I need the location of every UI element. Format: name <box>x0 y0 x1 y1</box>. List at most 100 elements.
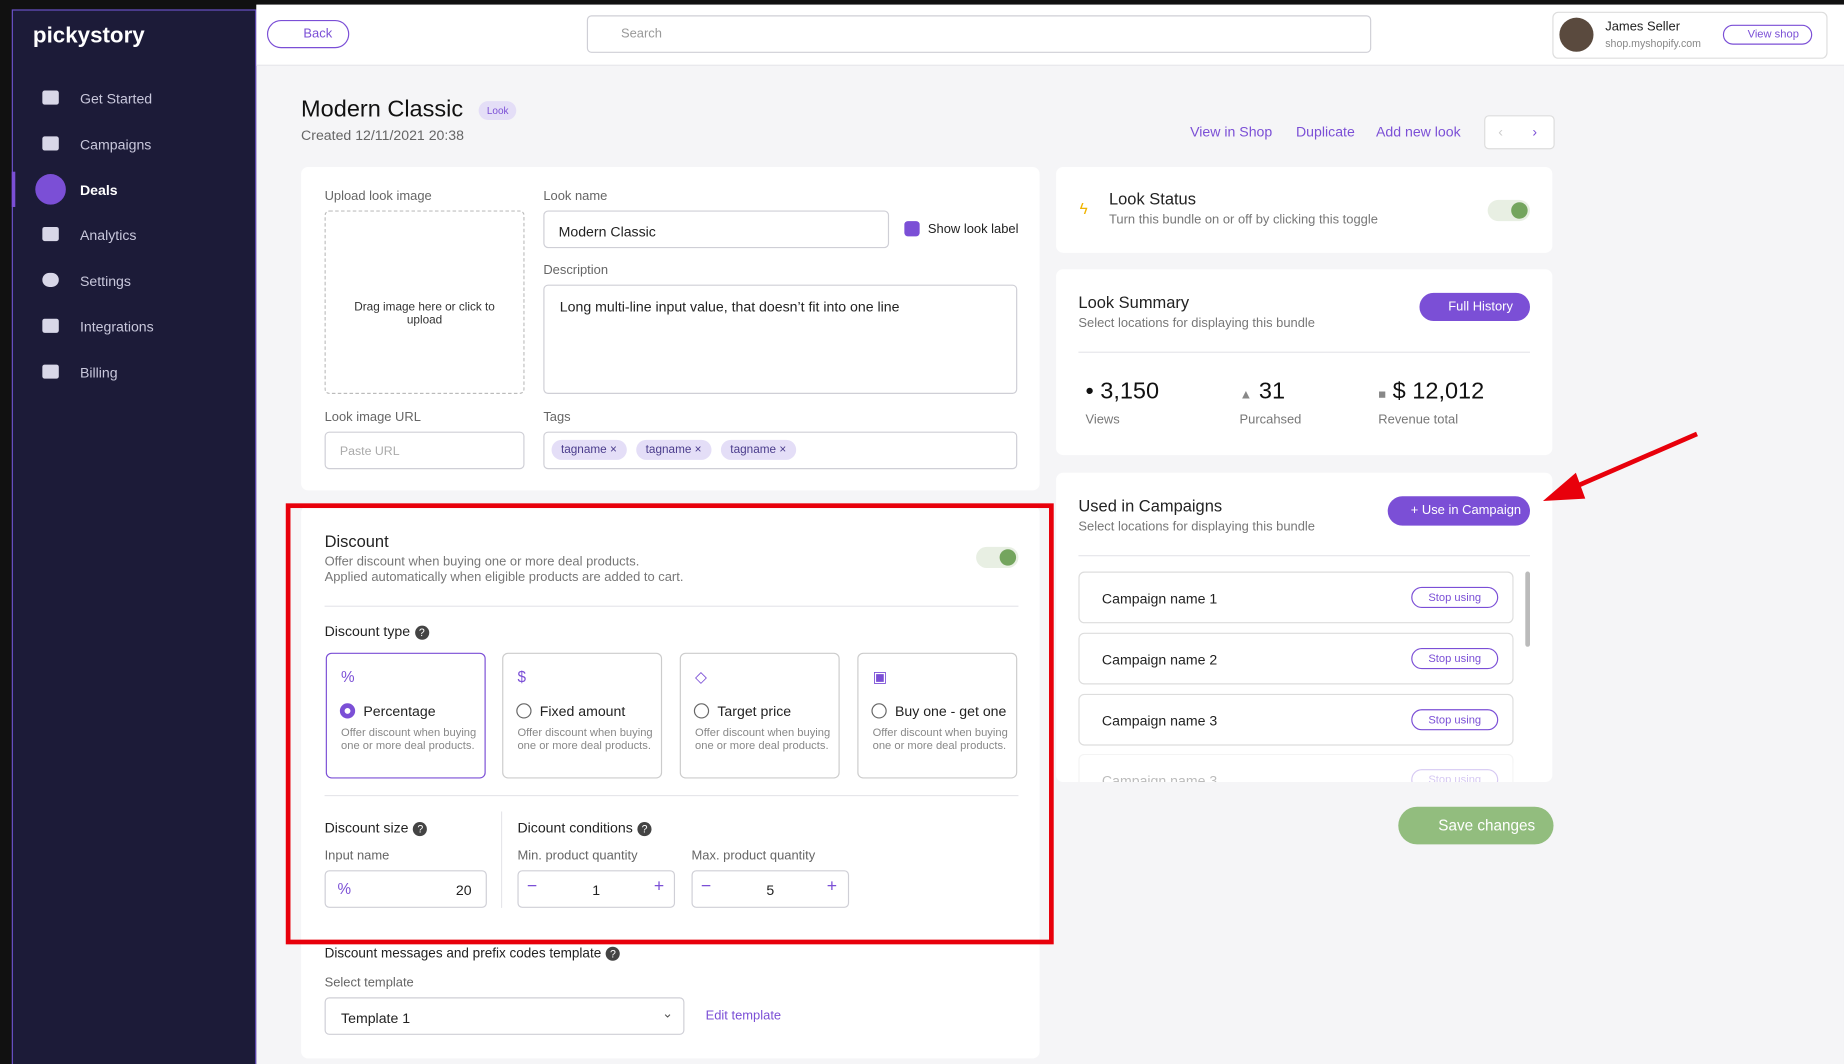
action-link[interactable]: Duplicate <box>1295 123 1355 140</box>
text: Discount size <box>324 819 409 837</box>
icon: ▣ <box>872 667 888 686</box>
type-desc: Offer discount when buying one or more d… <box>872 726 1008 753</box>
input[interactable]: 20 <box>324 870 487 908</box>
icon: % <box>337 879 352 898</box>
nav-item[interactable]: Analytics <box>79 226 137 244</box>
tag[interactable]: tagname × <box>551 439 627 460</box>
label: Input name <box>324 849 390 864</box>
nav-item[interactable]: Integrations <box>79 318 154 336</box>
page-title: Modern Classic <box>301 96 464 123</box>
label: Upload look image <box>324 189 432 204</box>
stepper[interactable]: 1 <box>517 870 676 908</box>
nav-item[interactable]: Get Started <box>79 90 153 108</box>
card-title: Look Status <box>1108 189 1196 209</box>
label: Max. product quantity <box>691 849 816 864</box>
use-button[interactable]: + Use in Campaign <box>1387 496 1531 526</box>
plus[interactable]: + <box>653 876 665 897</box>
nav-item[interactable]: Campaigns <box>79 136 152 153</box>
campaign-name: Campaign name 1 <box>1101 590 1218 607</box>
badge: Look <box>478 101 517 120</box>
sidebar <box>11 9 257 1064</box>
upload-zone[interactable] <box>324 210 525 394</box>
label: Description <box>543 263 609 278</box>
type-desc: Offer discount when buying one or more d… <box>695 726 831 753</box>
history-button[interactable]: Full History <box>1419 292 1531 322</box>
pager[interactable]: ‹ › <box>1484 115 1555 150</box>
campaign-name: Campaign name 3 <box>1101 712 1218 730</box>
stop-button[interactable]: Stop using <box>1411 709 1499 731</box>
radio[interactable] <box>693 703 710 719</box>
stat-label: Revenue total <box>1378 412 1459 427</box>
label: Look image URL <box>324 410 421 425</box>
tag-text: tagname <box>645 443 692 457</box>
icon <box>42 136 59 151</box>
toggle[interactable] <box>1487 199 1531 222</box>
save-button[interactable]: Save changes <box>1398 806 1554 845</box>
type-card[interactable]: $ Fixed amount Offer discount when buying … <box>502 652 663 779</box>
type-card[interactable]: ▣ Buy one - get one Offer discount when bu… <box>857 652 1018 779</box>
subtitle: Select locations for displaying this bun… <box>1078 316 1316 331</box>
text: Discount messages and prefix codes templ… <box>324 946 602 961</box>
tag[interactable]: tagname × <box>720 439 796 460</box>
textarea[interactable]: Long multi-line input value, that doesn’… <box>543 284 1018 394</box>
stat-value: ▲ 31 <box>1239 378 1286 405</box>
stepper[interactable]: 5 <box>691 870 850 908</box>
action-link[interactable]: View in Shop <box>1190 123 1273 140</box>
input[interactable]: Paste URL <box>324 431 525 470</box>
card-title: Used in Campaigns <box>1078 496 1223 516</box>
radio[interactable] <box>871 703 887 719</box>
highlight-box <box>285 503 1054 945</box>
edit-link[interactable]: Edit template <box>705 1009 782 1024</box>
user-name: James Seller <box>1605 19 1681 35</box>
icon: $ <box>517 667 526 686</box>
divider <box>500 811 503 908</box>
label: Look name <box>543 189 608 204</box>
divider <box>324 605 1019 607</box>
help[interactable]: ? <box>605 946 621 961</box>
help[interactable]: ? <box>413 821 428 836</box>
minus[interactable]: − <box>526 876 538 897</box>
card-title: Look Summary <box>1078 292 1190 312</box>
action-link[interactable]: Add new look <box>1375 123 1461 140</box>
stat-label: Views <box>1085 412 1120 427</box>
checkbox[interactable] <box>904 221 920 237</box>
back-button[interactable]: Back <box>266 19 350 49</box>
user-box <box>1552 11 1828 59</box>
tag-text: tagname <box>730 443 777 457</box>
radio[interactable] <box>516 703 532 719</box>
nav-item[interactable]: Deals <box>79 182 118 199</box>
subtitle: Turn this bundle on or off by clicking t… <box>1108 212 1378 227</box>
subtitle: Offer discount when buying one or more d… <box>324 555 640 570</box>
icon <box>35 174 66 205</box>
input[interactable]: Modern Classic <box>543 210 890 249</box>
stop-button[interactable]: Stop using <box>1411 769 1499 783</box>
help[interactable]: ? <box>637 821 652 836</box>
type-name: Buy one - get one <box>894 703 1007 720</box>
select[interactable]: Template 1 <box>324 997 685 1035</box>
icon: ◇ <box>695 667 707 686</box>
logo[interactable]: pickystory <box>32 23 145 49</box>
help[interactable]: ? <box>414 625 429 640</box>
field-title: Discount size? <box>325 820 428 836</box>
icon <box>42 364 59 379</box>
type-name: Target price <box>717 703 792 720</box>
stat-label: Purcahsed <box>1239 412 1302 427</box>
search[interactable]: Search <box>586 15 1372 53</box>
tag[interactable]: tagname × <box>636 439 711 460</box>
minus[interactable]: − <box>700 876 712 897</box>
stat-value: ■ $ 12,012 <box>1378 378 1485 405</box>
text: Discount type <box>324 623 411 640</box>
plus[interactable]: + <box>826 876 838 897</box>
stop-button[interactable]: Stop using <box>1411 586 1499 609</box>
view-shop[interactable]: View shop <box>1722 24 1813 45</box>
nav-item[interactable]: Billing <box>79 364 118 382</box>
toggle[interactable] <box>976 546 1019 569</box>
campaign-name: Campaign name 3 <box>1101 772 1218 783</box>
nav-item[interactable]: Settings <box>79 272 131 290</box>
type-card[interactable]: % Percentage Offer discount when buying on… <box>325 652 486 779</box>
radio[interactable] <box>339 703 356 719</box>
type-card[interactable]: ◇ Target price Offer discount when buying … <box>679 652 840 779</box>
stop-button[interactable]: Stop using <box>1411 647 1499 670</box>
